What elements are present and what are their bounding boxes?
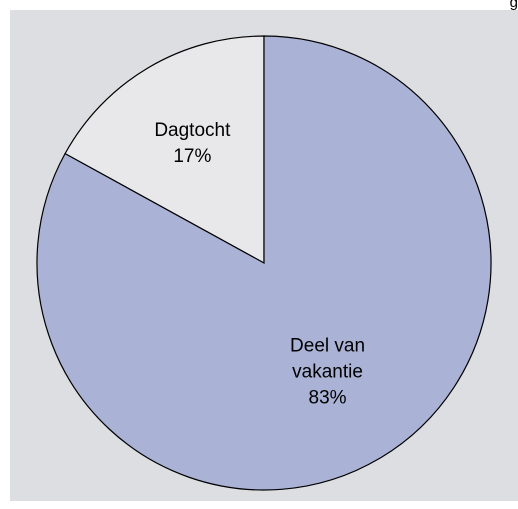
- slice-percent-label: 83%: [309, 387, 347, 408]
- slice-percent-label: 17%: [173, 146, 211, 167]
- pie-slice-1: [64, 35, 265, 265]
- slice-category-label: vakantie: [292, 361, 363, 382]
- slice-category-label: Dagtocht: [154, 120, 231, 141]
- pie-slice-2: [36, 35, 492, 491]
- chart-title-fragment: g: [509, 0, 518, 11]
- slice-category-label: Deel van: [290, 335, 365, 356]
